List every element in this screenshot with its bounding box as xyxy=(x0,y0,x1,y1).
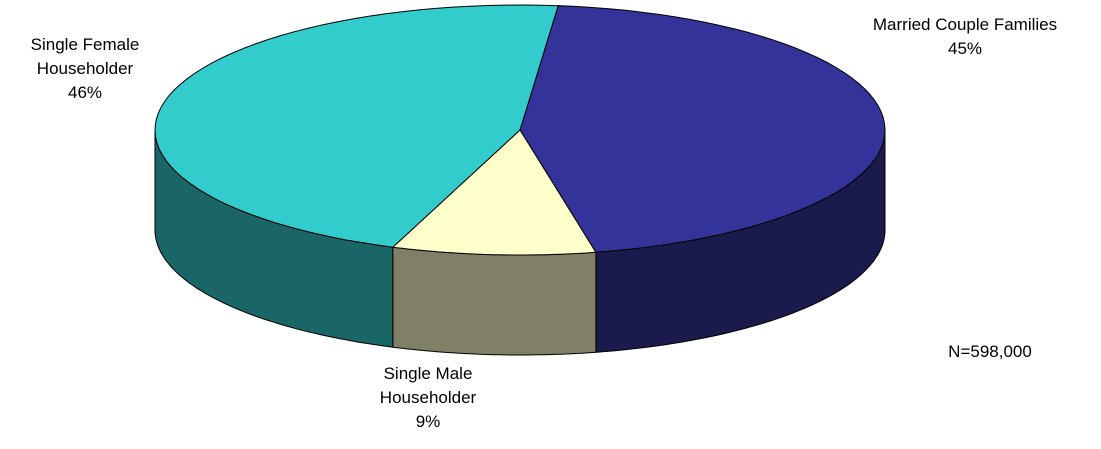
annotation: N=598,000 xyxy=(948,342,1032,361)
category-label: Single Male Householder xyxy=(379,364,477,407)
slice-label: Single Female Householder 46% xyxy=(10,33,160,105)
pie-slice xyxy=(154,4,559,248)
value-label: 46% xyxy=(67,83,103,102)
value-label: 9% xyxy=(415,412,441,431)
category-label: Married Couple Families xyxy=(872,15,1058,34)
pie-side xyxy=(392,246,597,356)
pie-slice xyxy=(519,5,886,253)
slice-label: Single Male Householder 9% xyxy=(353,362,503,434)
slice-label: Married Couple Families 45% xyxy=(815,13,1101,61)
value-label: 45% xyxy=(947,39,983,58)
pie-slice xyxy=(391,129,597,256)
category-label: Single Female Householder xyxy=(30,35,140,78)
